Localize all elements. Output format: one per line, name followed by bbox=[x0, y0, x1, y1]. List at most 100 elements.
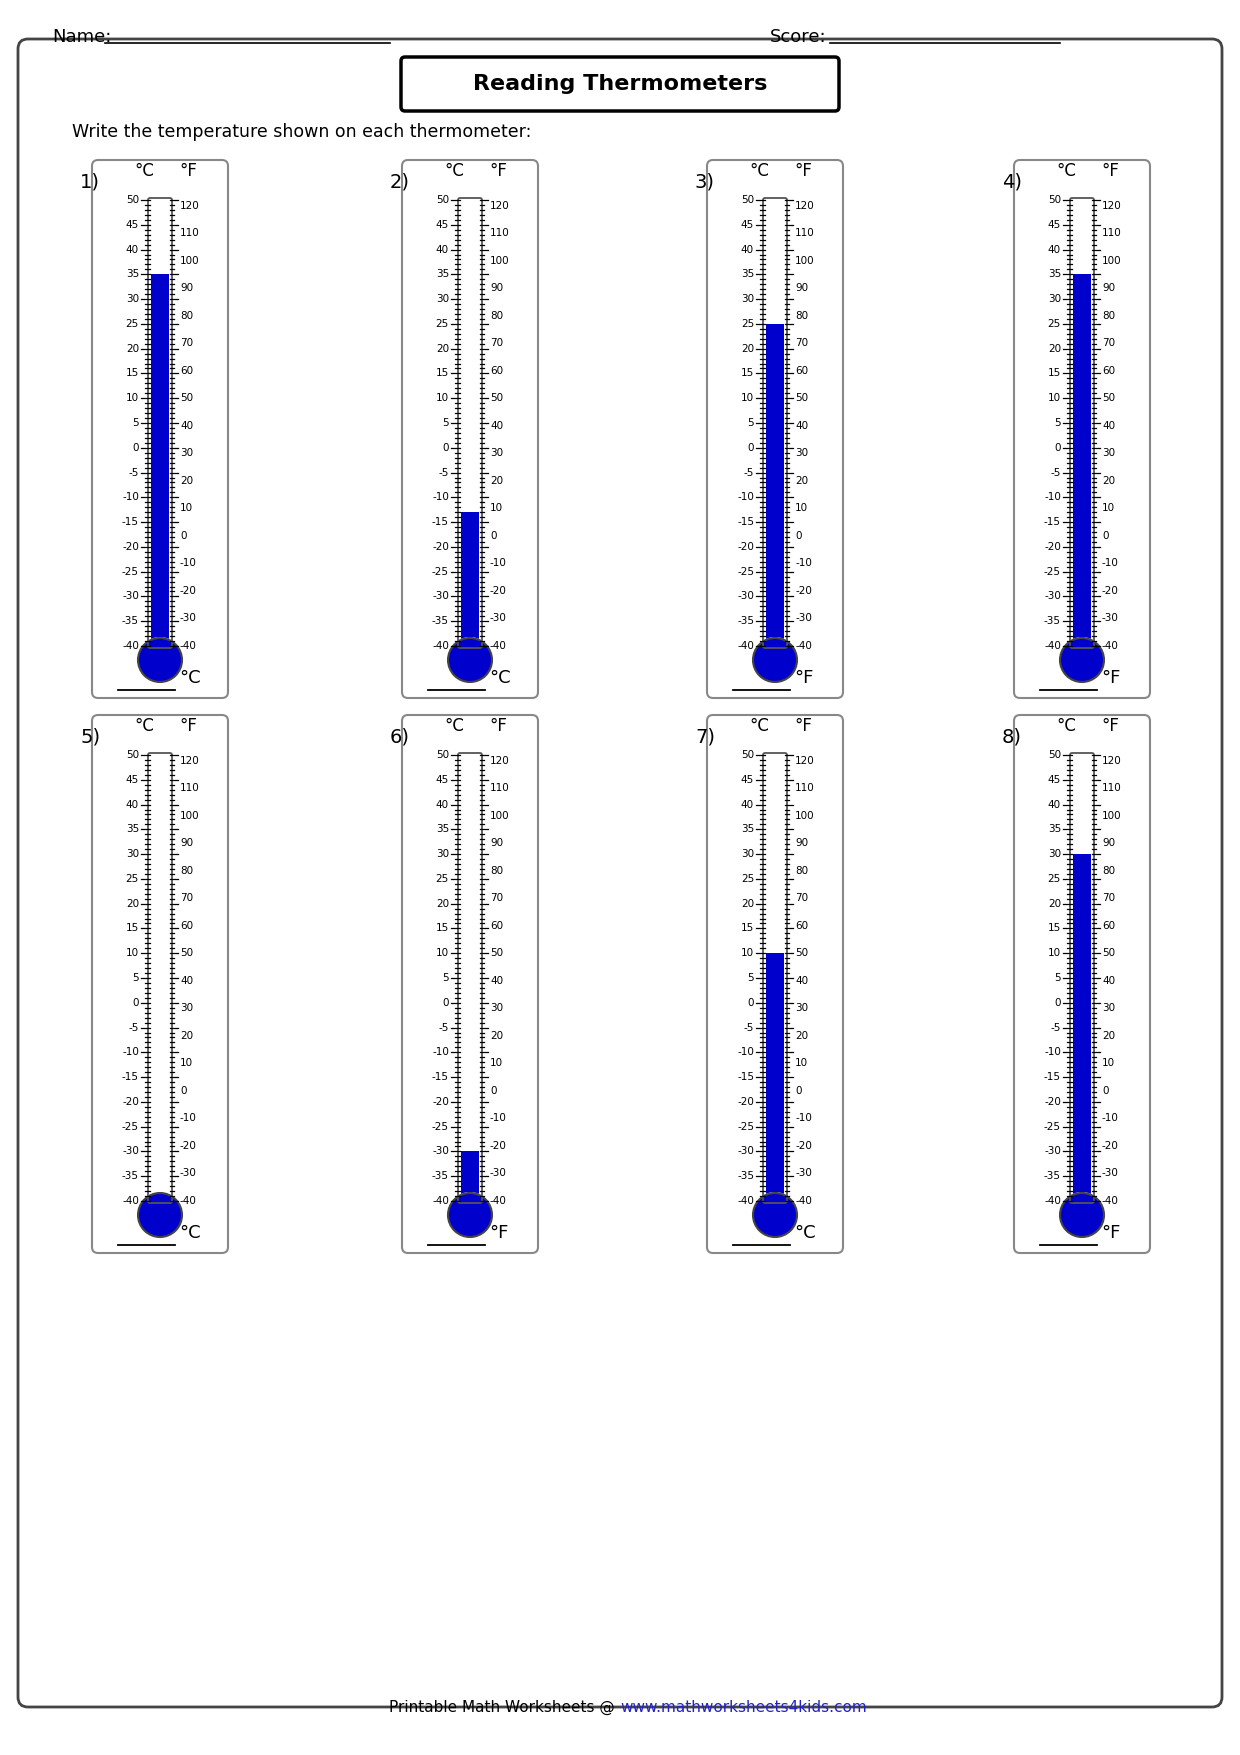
Text: -30: -30 bbox=[122, 1146, 139, 1157]
Text: °F: °F bbox=[489, 718, 507, 735]
Text: -40: -40 bbox=[432, 1195, 449, 1206]
Text: 4): 4) bbox=[1002, 172, 1022, 191]
FancyBboxPatch shape bbox=[92, 160, 228, 698]
Text: 0: 0 bbox=[1054, 442, 1061, 453]
Text: 70: 70 bbox=[1102, 893, 1115, 904]
Text: 90: 90 bbox=[795, 283, 808, 293]
Text: 20: 20 bbox=[1102, 1030, 1115, 1041]
Text: 45: 45 bbox=[125, 219, 139, 230]
Text: 40: 40 bbox=[795, 421, 808, 430]
Bar bbox=[461, 512, 479, 662]
Text: -25: -25 bbox=[122, 1121, 139, 1132]
Text: 35: 35 bbox=[740, 825, 754, 834]
Text: -20: -20 bbox=[737, 542, 754, 551]
Text: 90: 90 bbox=[180, 283, 193, 293]
Text: °F: °F bbox=[1101, 1223, 1121, 1243]
Text: 25: 25 bbox=[435, 874, 449, 885]
Text: 45: 45 bbox=[740, 219, 754, 230]
Text: -35: -35 bbox=[432, 1171, 449, 1181]
Text: 20: 20 bbox=[740, 344, 754, 355]
Text: 35: 35 bbox=[435, 269, 449, 279]
Text: 5: 5 bbox=[443, 972, 449, 983]
Bar bbox=[460, 200, 480, 646]
Text: Printable Math Worksheets @: Printable Math Worksheets @ bbox=[389, 1701, 620, 1715]
Text: 100: 100 bbox=[490, 811, 510, 821]
Text: -5: -5 bbox=[744, 1023, 754, 1032]
Text: -20: -20 bbox=[1044, 1097, 1061, 1107]
Text: 40: 40 bbox=[1102, 421, 1115, 430]
Text: 20: 20 bbox=[180, 476, 193, 486]
Text: 50: 50 bbox=[126, 195, 139, 205]
Text: 10: 10 bbox=[1102, 1058, 1115, 1069]
Text: 100: 100 bbox=[1102, 811, 1122, 821]
Text: 20: 20 bbox=[490, 1030, 503, 1041]
Text: -35: -35 bbox=[1044, 1171, 1061, 1181]
Text: 110: 110 bbox=[490, 783, 510, 793]
FancyBboxPatch shape bbox=[402, 160, 538, 698]
Text: 120: 120 bbox=[490, 755, 510, 765]
Text: -5: -5 bbox=[744, 467, 754, 477]
Bar bbox=[150, 200, 170, 646]
Text: 30: 30 bbox=[126, 295, 139, 304]
Text: 15: 15 bbox=[740, 369, 754, 379]
Text: -10: -10 bbox=[490, 1113, 507, 1123]
Text: °F: °F bbox=[794, 718, 812, 735]
Bar bbox=[765, 200, 785, 646]
Text: 25: 25 bbox=[740, 874, 754, 885]
Text: 3): 3) bbox=[694, 172, 715, 191]
Text: 80: 80 bbox=[795, 865, 808, 876]
Text: -20: -20 bbox=[490, 1141, 507, 1151]
Text: 30: 30 bbox=[795, 1004, 808, 1013]
Text: 8): 8) bbox=[1002, 727, 1022, 746]
Text: 40: 40 bbox=[490, 976, 503, 986]
Text: -40: -40 bbox=[490, 641, 507, 651]
Text: -10: -10 bbox=[795, 1113, 812, 1123]
Text: 5): 5) bbox=[81, 727, 100, 746]
Text: 70: 70 bbox=[180, 339, 193, 347]
Text: 30: 30 bbox=[180, 1004, 193, 1013]
Text: -20: -20 bbox=[795, 586, 812, 597]
Text: -20: -20 bbox=[795, 1141, 812, 1151]
Text: -10: -10 bbox=[1102, 1113, 1118, 1123]
Text: -30: -30 bbox=[180, 1169, 197, 1178]
Text: 70: 70 bbox=[1102, 339, 1115, 347]
Text: -10: -10 bbox=[737, 1048, 754, 1057]
Text: 0: 0 bbox=[180, 1086, 186, 1095]
Text: -30: -30 bbox=[490, 1169, 507, 1178]
Text: 60: 60 bbox=[795, 921, 808, 930]
Bar bbox=[151, 274, 169, 662]
Text: 40: 40 bbox=[490, 421, 503, 430]
Text: 0: 0 bbox=[133, 442, 139, 453]
Text: 20: 20 bbox=[740, 899, 754, 909]
Text: 100: 100 bbox=[1102, 256, 1122, 265]
Text: 120: 120 bbox=[1102, 755, 1122, 765]
Text: -10: -10 bbox=[122, 1048, 139, 1057]
Text: 60: 60 bbox=[1102, 921, 1115, 930]
FancyBboxPatch shape bbox=[401, 56, 839, 111]
Text: -15: -15 bbox=[1044, 1072, 1061, 1083]
Text: 7): 7) bbox=[694, 727, 715, 746]
Text: 120: 120 bbox=[180, 755, 200, 765]
Text: 80: 80 bbox=[490, 311, 503, 321]
Text: 25: 25 bbox=[1048, 874, 1061, 885]
Text: 60: 60 bbox=[180, 365, 193, 376]
Text: 120: 120 bbox=[490, 200, 510, 211]
Text: 10: 10 bbox=[795, 1058, 808, 1069]
Text: -35: -35 bbox=[737, 1171, 754, 1181]
Text: 45: 45 bbox=[435, 219, 449, 230]
Text: 50: 50 bbox=[436, 749, 449, 760]
Text: °C: °C bbox=[749, 718, 769, 735]
Text: 110: 110 bbox=[180, 783, 200, 793]
Text: -20: -20 bbox=[180, 586, 197, 597]
Text: 45: 45 bbox=[125, 774, 139, 784]
Text: °F: °F bbox=[489, 161, 507, 181]
Text: 110: 110 bbox=[795, 783, 815, 793]
Text: 40: 40 bbox=[795, 976, 808, 986]
Circle shape bbox=[136, 637, 184, 683]
Text: -40: -40 bbox=[122, 641, 139, 651]
Text: 0: 0 bbox=[1102, 1086, 1109, 1095]
Circle shape bbox=[1060, 1193, 1104, 1237]
FancyBboxPatch shape bbox=[92, 714, 228, 1253]
Circle shape bbox=[753, 639, 797, 683]
FancyBboxPatch shape bbox=[707, 160, 843, 698]
